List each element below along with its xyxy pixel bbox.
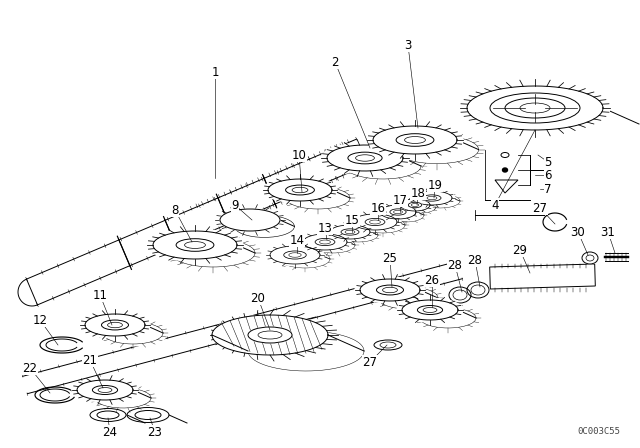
Ellipse shape bbox=[423, 195, 441, 201]
Ellipse shape bbox=[408, 202, 422, 208]
Ellipse shape bbox=[266, 245, 324, 265]
Ellipse shape bbox=[415, 306, 481, 330]
Ellipse shape bbox=[460, 84, 610, 132]
Text: 27: 27 bbox=[532, 202, 547, 215]
FancyArrow shape bbox=[490, 264, 595, 289]
Ellipse shape bbox=[376, 285, 403, 295]
Ellipse shape bbox=[374, 340, 402, 350]
Text: 11: 11 bbox=[93, 289, 108, 302]
Text: 28: 28 bbox=[468, 254, 483, 267]
Ellipse shape bbox=[299, 233, 351, 251]
Ellipse shape bbox=[390, 209, 406, 215]
Ellipse shape bbox=[349, 212, 401, 232]
Text: 19: 19 bbox=[428, 178, 442, 191]
Ellipse shape bbox=[396, 134, 434, 146]
Ellipse shape bbox=[176, 239, 214, 251]
Ellipse shape bbox=[373, 285, 443, 311]
Ellipse shape bbox=[72, 378, 138, 402]
Text: 2: 2 bbox=[332, 56, 339, 69]
Ellipse shape bbox=[147, 229, 243, 261]
Ellipse shape bbox=[281, 185, 355, 211]
Text: 14: 14 bbox=[289, 233, 305, 246]
Text: 4: 4 bbox=[492, 198, 499, 211]
Ellipse shape bbox=[92, 385, 118, 395]
Ellipse shape bbox=[321, 143, 409, 173]
Ellipse shape bbox=[165, 237, 261, 269]
Text: 7: 7 bbox=[544, 182, 552, 195]
Text: 8: 8 bbox=[172, 203, 179, 216]
Ellipse shape bbox=[357, 215, 409, 234]
Ellipse shape bbox=[102, 320, 129, 330]
Text: 23: 23 bbox=[148, 426, 163, 439]
Ellipse shape bbox=[348, 152, 382, 164]
Text: 1: 1 bbox=[211, 65, 219, 78]
Ellipse shape bbox=[502, 168, 508, 172]
Ellipse shape bbox=[388, 134, 484, 166]
Ellipse shape bbox=[263, 177, 337, 202]
Ellipse shape bbox=[339, 151, 427, 181]
Ellipse shape bbox=[403, 200, 439, 214]
Text: 29: 29 bbox=[513, 244, 527, 257]
Ellipse shape bbox=[365, 218, 385, 226]
Text: 9: 9 bbox=[231, 198, 239, 211]
Ellipse shape bbox=[248, 327, 292, 343]
Text: 18: 18 bbox=[411, 186, 426, 199]
Ellipse shape bbox=[417, 306, 443, 314]
Text: 15: 15 bbox=[344, 214, 360, 227]
Text: 25: 25 bbox=[383, 251, 397, 264]
Ellipse shape bbox=[397, 198, 433, 212]
Ellipse shape bbox=[377, 204, 419, 220]
Ellipse shape bbox=[449, 287, 471, 303]
Text: 13: 13 bbox=[317, 221, 332, 234]
Text: 6: 6 bbox=[544, 168, 552, 181]
Ellipse shape bbox=[220, 209, 280, 231]
Ellipse shape bbox=[582, 252, 598, 264]
Text: 26: 26 bbox=[424, 273, 440, 287]
Text: 16: 16 bbox=[371, 202, 385, 215]
Text: 30: 30 bbox=[571, 225, 586, 238]
Ellipse shape bbox=[367, 124, 463, 156]
Ellipse shape bbox=[327, 224, 373, 240]
Text: 10: 10 bbox=[292, 148, 307, 161]
Ellipse shape bbox=[341, 229, 359, 235]
Text: 12: 12 bbox=[33, 314, 47, 327]
Ellipse shape bbox=[307, 236, 359, 254]
Ellipse shape bbox=[80, 312, 150, 338]
Text: 24: 24 bbox=[102, 426, 118, 439]
Text: 20: 20 bbox=[251, 292, 266, 305]
Ellipse shape bbox=[284, 251, 307, 259]
Text: 22: 22 bbox=[22, 362, 38, 375]
Polygon shape bbox=[22, 261, 462, 394]
Ellipse shape bbox=[90, 409, 126, 422]
Ellipse shape bbox=[397, 298, 463, 322]
Ellipse shape bbox=[90, 386, 156, 410]
Ellipse shape bbox=[234, 215, 294, 237]
Ellipse shape bbox=[335, 227, 381, 243]
Ellipse shape bbox=[98, 320, 168, 346]
Ellipse shape bbox=[409, 190, 455, 206]
Text: 5: 5 bbox=[544, 155, 552, 168]
Polygon shape bbox=[26, 139, 367, 305]
Ellipse shape bbox=[315, 238, 335, 246]
Ellipse shape bbox=[417, 193, 463, 209]
Ellipse shape bbox=[276, 249, 334, 269]
Ellipse shape bbox=[212, 315, 328, 355]
Ellipse shape bbox=[285, 185, 314, 195]
Text: 3: 3 bbox=[404, 39, 412, 52]
Ellipse shape bbox=[355, 277, 425, 303]
Ellipse shape bbox=[385, 207, 427, 223]
Text: 28: 28 bbox=[447, 258, 463, 271]
Ellipse shape bbox=[490, 93, 580, 123]
Text: 17: 17 bbox=[392, 194, 408, 207]
Text: 21: 21 bbox=[83, 353, 97, 366]
Ellipse shape bbox=[127, 408, 169, 422]
Ellipse shape bbox=[467, 282, 489, 298]
Text: 31: 31 bbox=[600, 225, 616, 238]
Text: 27: 27 bbox=[362, 356, 378, 369]
Text: 0C003C55: 0C003C55 bbox=[577, 427, 620, 436]
